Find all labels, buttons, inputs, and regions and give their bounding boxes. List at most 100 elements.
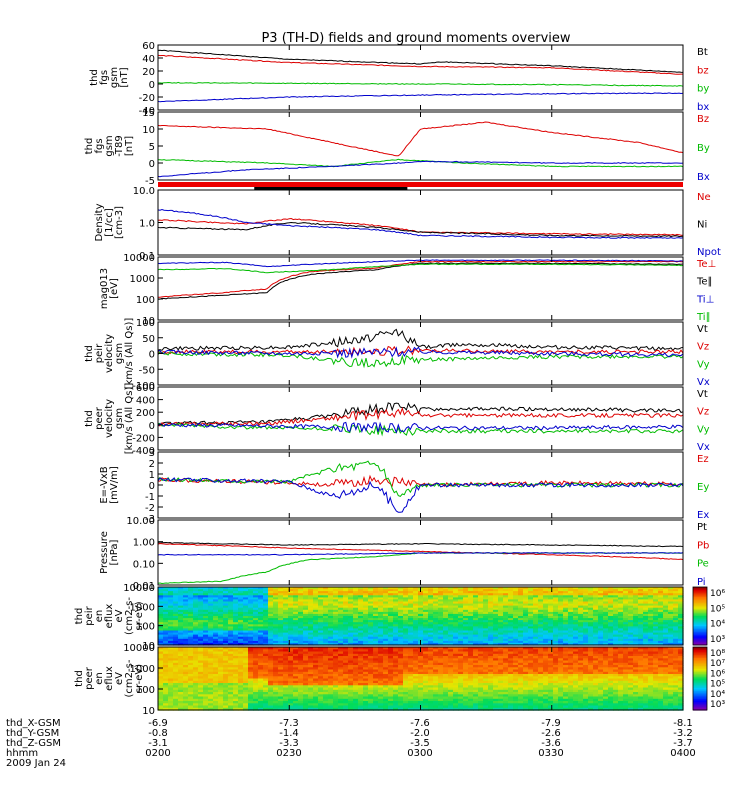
- colorbar: 10⁶ 10⁵ 10⁴ 10³: [692, 586, 725, 646]
- y-axis-label: eflux: [104, 666, 115, 691]
- series-line: [157, 262, 684, 300]
- y-tick-label: -100: [132, 381, 155, 392]
- colorbar-tick-label: 10⁶: [710, 589, 725, 599]
- legend-label: Ey: [697, 482, 709, 493]
- y-axis-label: thd: [84, 138, 95, 155]
- series-line: [157, 54, 683, 75]
- legend-label: Bt: [697, 47, 708, 58]
- legend-label: Pb: [697, 540, 709, 551]
- colorbar-tick-label: 10⁶: [710, 669, 725, 679]
- colorbar-tick-label: 10³: [710, 700, 725, 710]
- colorbar-tick-label: 10⁵: [710, 604, 725, 614]
- orbit-value: -6.9: [148, 718, 168, 729]
- series-line: [157, 260, 683, 298]
- y-axis-label: eV: [114, 672, 125, 685]
- orbit-row-label: thd_X-GSM: [6, 718, 61, 729]
- y-tick-label: 400: [136, 396, 155, 407]
- panel-1: Bt bz by bx 60 40 20 0 -20 -40 thd fgs gsm [nT]: [89, 41, 709, 117]
- y-tick-label: 0: [149, 481, 155, 492]
- y-tick-label: -2: [145, 503, 155, 514]
- y-tick-label: -400: [132, 446, 155, 457]
- colorbar-tick-label: 10⁴: [710, 690, 725, 700]
- series-line: [157, 121, 684, 157]
- orbit-value: -2.6: [541, 728, 561, 739]
- y-tick-label: 10.0: [133, 186, 155, 197]
- y-axis-label: peer: [84, 666, 95, 690]
- spectrogram-cells: [158, 587, 684, 646]
- legend-label: Vy: [697, 359, 710, 370]
- legend-label: Vt: [697, 389, 708, 400]
- mode-bar-segment: [254, 187, 408, 190]
- y-tick-label: 100: [136, 685, 155, 696]
- legend-label: Ti∥: [696, 312, 711, 323]
- panel-8: Pt Pb Pe Pi 10.00 1.00 0.10 0.01 Pressure [nPa]: [99, 516, 709, 592]
- legend-label: Ni: [697, 220, 707, 231]
- orbit-value: 0200: [145, 748, 170, 759]
- y-axis-label: -T89: [114, 135, 125, 157]
- y-tick-label: 5: [149, 142, 155, 153]
- series-line: [157, 208, 684, 239]
- orbit-value: -3.6: [541, 738, 561, 749]
- y-tick-label: -40: [139, 106, 155, 117]
- y-tick-label: 60: [142, 41, 155, 52]
- y-tick-label: 1.00: [133, 538, 155, 549]
- orbit-value: -7.9: [541, 718, 561, 729]
- y-tick-label: 100: [136, 295, 155, 306]
- colorbar-tick-label: 10⁴: [710, 620, 725, 630]
- legend-label: Bx: [697, 172, 710, 183]
- panel-3: Ne Ni Npot 10.0 1.0 0.1 Density [1/cc] [cm-3]: [94, 186, 721, 262]
- orbit-value: -2.0: [410, 728, 430, 739]
- y-axis-label: fgs: [94, 138, 105, 153]
- legend-label: Pi: [697, 577, 706, 588]
- series-line: [157, 160, 684, 178]
- orbit-value: 0400: [670, 748, 695, 759]
- legend-label: Npot: [697, 247, 721, 258]
- legend-label: Bz: [697, 114, 709, 125]
- legend-label: Vz: [697, 342, 709, 353]
- legend-label: Te∥: [696, 277, 713, 288]
- y-axis-label: [km/s (All Qs)]: [124, 318, 135, 390]
- y-axis-label: mag013: [99, 268, 110, 309]
- series-line: [157, 351, 684, 369]
- orbit-value: -8.1: [673, 718, 693, 729]
- y-tick-label: 50: [142, 334, 155, 345]
- y-tick-label: -20: [139, 93, 155, 104]
- legend-label: Vy: [697, 424, 710, 435]
- series-line: [157, 328, 684, 352]
- panel-frame: [157, 386, 684, 451]
- y-tick-label: 0: [149, 159, 155, 170]
- series-line: [157, 49, 684, 73]
- series-line: [157, 406, 684, 427]
- y-tick-label: 10: [142, 316, 155, 327]
- y-tick-label: -50: [139, 365, 155, 376]
- y-axis-label: [nT]: [124, 136, 135, 156]
- series-line: [157, 217, 683, 236]
- panel-9: 10⁶ 10⁵ 10⁴ 10³ 10000 1000 100 10 thd peir en eflux…: [74, 583, 725, 652]
- series-line: [157, 92, 684, 103]
- y-tick-label: 10: [142, 641, 155, 652]
- series-line: [157, 346, 684, 359]
- y-tick-label: 10000: [123, 253, 155, 264]
- y-axis-label: Pressure: [99, 531, 110, 574]
- y-axis-label: en: [94, 610, 105, 623]
- y-axis-label: [eV]: [109, 278, 120, 299]
- colorbar-tick-label: 10⁷: [710, 659, 725, 669]
- legend-label: Pe: [697, 559, 709, 570]
- y-axis-label: thd: [84, 345, 95, 362]
- y-tick-label: 0: [149, 80, 155, 91]
- y-tick-label: 15: [142, 108, 155, 119]
- y-tick-label: 100: [136, 622, 155, 633]
- y-axis-label: en: [94, 672, 105, 685]
- y-axis-label: gsm: [104, 135, 115, 156]
- panel-5: Vt Vz Vy Vx 100 50 0 -50 -100 thd peir velocity gsm[…: [84, 318, 710, 392]
- panel-frame: [157, 256, 684, 321]
- legend-label: By: [697, 143, 710, 154]
- orbit-value: -3.7: [673, 738, 693, 749]
- y-tick-label: 3: [149, 448, 155, 459]
- series-line: [157, 552, 684, 585]
- y-tick-label: 1: [149, 470, 155, 481]
